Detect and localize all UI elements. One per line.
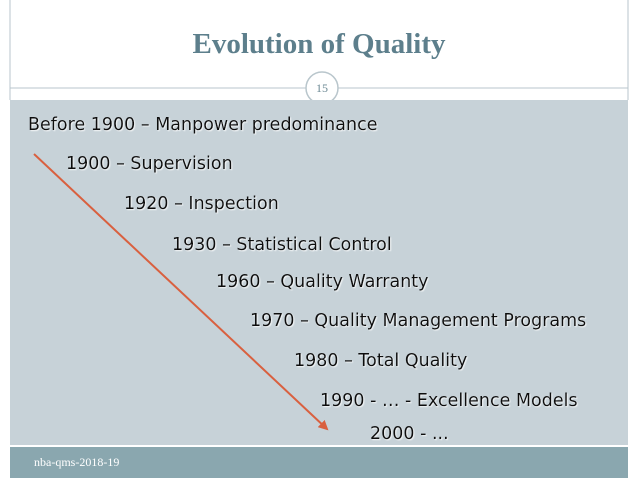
slide-title: Evolution of Quality bbox=[193, 28, 446, 60]
timeline-item: 1970 – Quality Management Programs bbox=[250, 311, 586, 331]
timeline-item: 1980 – Total Quality bbox=[294, 351, 467, 371]
timeline-item: 2000 - ... bbox=[370, 424, 449, 444]
arrow bbox=[33, 153, 329, 431]
timeline-item: Before 1900 – Manpower predominance bbox=[28, 115, 377, 135]
timeline-item: 1930 – Statistical Control bbox=[172, 235, 392, 255]
content-area bbox=[10, 100, 628, 445]
timeline-item: 1920 – Inspection bbox=[124, 194, 279, 214]
timeline-item: 1990 - … - Excellence Models bbox=[320, 391, 578, 411]
slide-number: 15 bbox=[316, 81, 328, 95]
footer-text: nba-qms-2018-19 bbox=[34, 455, 119, 469]
timeline-item: 1960 – Quality Warranty bbox=[216, 272, 429, 292]
timeline-item: 1900 – Supervision bbox=[66, 154, 233, 174]
footer-bar bbox=[10, 447, 628, 478]
